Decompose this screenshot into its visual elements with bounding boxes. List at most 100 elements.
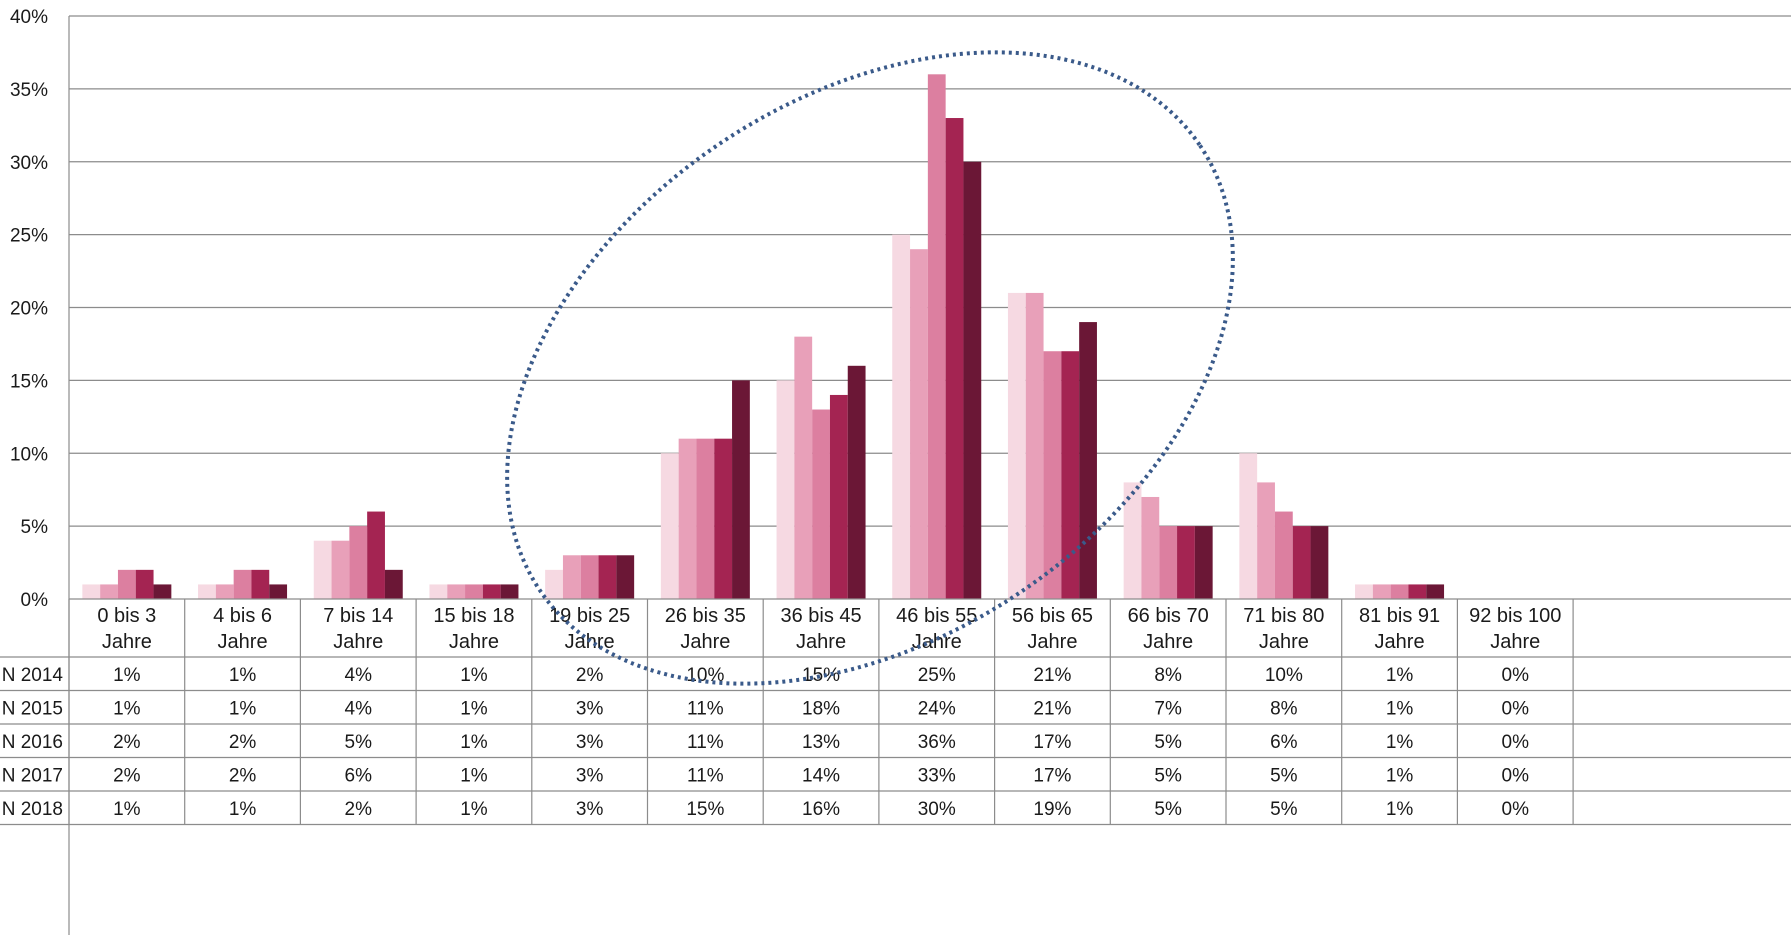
bar: [616, 555, 635, 599]
table-cell-value: 0%: [1502, 698, 1530, 719]
bar: [1079, 322, 1097, 599]
category-label: 15 bis 18: [433, 605, 514, 627]
table-cell-value: 25%: [918, 665, 956, 686]
bar: [82, 584, 101, 599]
table-cell-value: 0%: [1502, 765, 1530, 786]
table-cell-value: 1%: [460, 665, 488, 686]
table-cell-value: 18%: [802, 698, 840, 719]
table-cell-value: 21%: [1033, 665, 1071, 686]
y-tick-label: 15%: [10, 371, 48, 392]
category-label: 92 bis 100: [1469, 605, 1561, 627]
bar: [829, 394, 848, 599]
table-cell-value: 15%: [686, 799, 724, 820]
table-cell-value: 10%: [1265, 665, 1303, 686]
category-label: 56 bis 65: [1012, 605, 1093, 627]
category-label: 26 bis 35: [665, 605, 746, 627]
bar: [714, 438, 733, 599]
table-cell-value: 24%: [918, 698, 956, 719]
category-label: Jahre: [1375, 631, 1425, 653]
table-cell-value: 4%: [345, 698, 373, 719]
category-label: 19 bis 25: [549, 605, 630, 627]
table-cell-value: 5%: [1154, 799, 1182, 820]
bar: [198, 584, 216, 599]
bar: [1390, 584, 1409, 599]
bar: [963, 161, 982, 599]
table-cell-value: 1%: [460, 799, 488, 820]
table-cell-value: 1%: [1386, 765, 1414, 786]
bar: [1159, 526, 1178, 599]
bar: [1408, 584, 1427, 599]
table-cell-value: 13%: [802, 732, 840, 753]
bar: [215, 584, 234, 599]
category-label: 4 bis 6: [213, 605, 272, 627]
bar: [153, 584, 172, 599]
category-label: 66 bis 70: [1128, 605, 1209, 627]
category-label: 0 bis 3: [97, 605, 156, 627]
table-cell-value: 1%: [1386, 665, 1414, 686]
table-cell-value: 5%: [1270, 765, 1298, 786]
y-tick-label: 5%: [21, 517, 49, 538]
table-cell-value: 5%: [1154, 765, 1182, 786]
table-cell-value: 1%: [460, 765, 488, 786]
category-label: 36 bis 45: [780, 605, 861, 627]
y-tick-label: 25%: [10, 226, 48, 247]
bar: [847, 365, 866, 599]
table-row-label: N 2015: [2, 698, 63, 719]
bar: [482, 584, 501, 599]
table-cell-value: 8%: [1270, 698, 1298, 719]
bar: [660, 453, 679, 599]
table-cell-value: 0%: [1502, 799, 1530, 820]
table-cell-value: 8%: [1154, 665, 1182, 686]
category-label: Jahre: [1143, 631, 1193, 653]
bar: [812, 409, 830, 599]
bar: [1310, 526, 1329, 599]
table-cell-value: 3%: [576, 799, 604, 820]
table-row-label: N 2018: [2, 799, 63, 820]
table-cell-value: 11%: [687, 698, 724, 719]
table-row-label: N 2016: [2, 732, 63, 753]
bar: [892, 234, 911, 599]
bar: [1025, 292, 1044, 599]
bar: [251, 569, 270, 599]
table-cell-value: 1%: [1386, 698, 1414, 719]
table-cell-value: 1%: [1386, 732, 1414, 753]
bar: [135, 569, 154, 599]
table-cell-value: 17%: [1033, 732, 1071, 753]
table-cell-value: 1%: [113, 665, 141, 686]
bar: [233, 569, 252, 599]
bar: [580, 555, 599, 599]
table-cell-value: 16%: [802, 799, 840, 820]
bar: [732, 380, 750, 599]
y-tick-label: 40%: [10, 7, 48, 28]
table-cell-value: 14%: [802, 765, 840, 786]
bar: [1194, 526, 1213, 599]
table-cell-value: 2%: [229, 732, 257, 753]
category-label: 71 bis 80: [1243, 605, 1324, 627]
bar: [696, 438, 715, 599]
bar: [500, 584, 519, 599]
bar: [1426, 584, 1445, 599]
table-cell-value: 1%: [229, 698, 257, 719]
bar: [100, 584, 118, 599]
table-cell-value: 5%: [1270, 799, 1298, 820]
table-cell-value: 17%: [1033, 765, 1071, 786]
category-label: Jahre: [1259, 631, 1309, 653]
table-cell-value: 11%: [687, 732, 724, 753]
table-cell-value: 2%: [113, 732, 141, 753]
bar: [776, 380, 795, 599]
table-cell-value: 0%: [1502, 732, 1530, 753]
bar: [367, 511, 385, 599]
bar: [1141, 496, 1160, 599]
category-label: Jahre: [218, 631, 268, 653]
bar: [331, 540, 350, 599]
table-cell-value: 1%: [113, 698, 141, 719]
bar: [1372, 584, 1391, 599]
table-cell-value: 7%: [1154, 698, 1182, 719]
table-cell-value: 1%: [113, 799, 141, 820]
table-cell-value: 33%: [918, 765, 956, 786]
category-label: 46 bis 55: [896, 605, 977, 627]
table-cell-value: 30%: [918, 799, 956, 820]
bar: [349, 526, 368, 599]
category-label: Jahre: [796, 631, 846, 653]
bar: [429, 584, 448, 599]
